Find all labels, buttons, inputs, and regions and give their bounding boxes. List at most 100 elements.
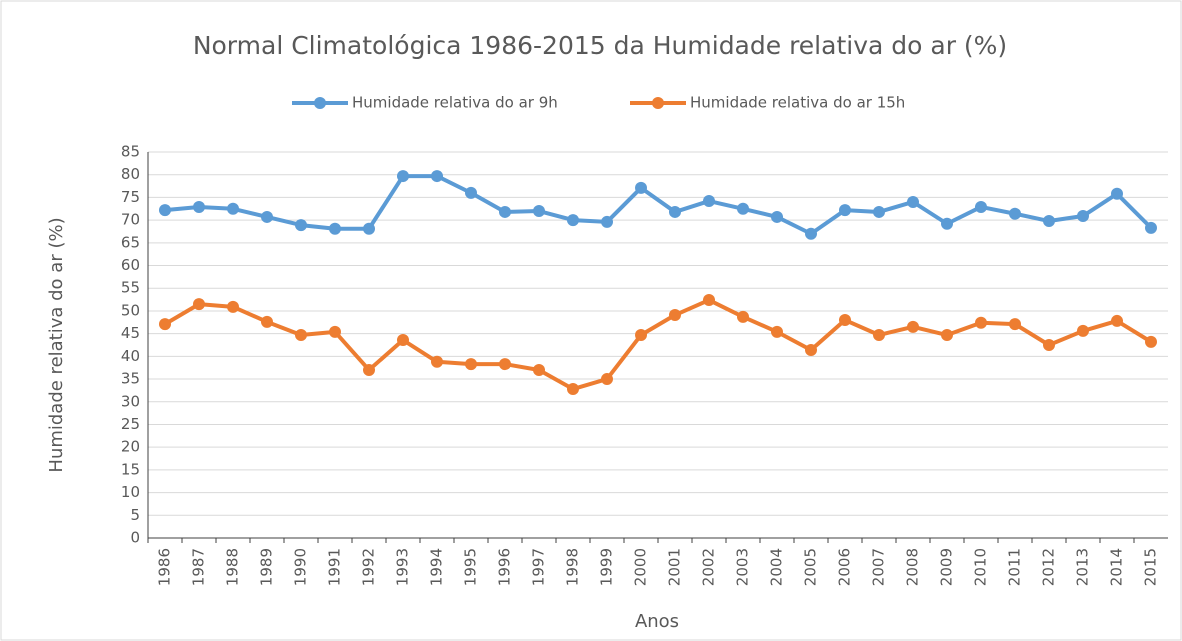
data-point xyxy=(941,329,953,342)
data-point xyxy=(261,210,273,223)
data-point xyxy=(159,204,171,217)
data-point xyxy=(703,195,715,208)
data-point xyxy=(635,329,647,342)
data-point xyxy=(839,314,851,327)
data-point xyxy=(771,210,783,223)
data-point xyxy=(567,214,579,227)
y-tick-label: 15 xyxy=(121,460,140,478)
y-tick-label: 25 xyxy=(121,415,140,433)
data-point xyxy=(261,315,273,328)
data-point xyxy=(397,334,409,347)
data-point xyxy=(907,195,919,208)
data-point xyxy=(363,363,375,376)
data-point xyxy=(941,217,953,230)
data-point xyxy=(567,383,579,396)
data-point xyxy=(601,373,613,386)
x-tick-label: 2004 xyxy=(768,548,786,586)
data-point xyxy=(533,205,545,218)
x-axis-label: Anos xyxy=(635,611,679,632)
chart-title: Normal Climatológica 1986-2015 da Humida… xyxy=(193,31,1007,60)
y-tick-label: 55 xyxy=(121,279,140,297)
x-tick-label: 1990 xyxy=(292,548,310,586)
data-point xyxy=(1077,210,1089,223)
data-point xyxy=(873,205,885,218)
x-tick-label: 1987 xyxy=(190,548,208,586)
data-point xyxy=(431,170,443,183)
legend-label: Humidade relativa do ar 15h xyxy=(690,94,905,112)
data-point xyxy=(1145,335,1157,348)
y-tick-label: 20 xyxy=(121,438,140,456)
data-point xyxy=(465,358,477,371)
y-tick-label: 75 xyxy=(121,188,140,206)
data-point xyxy=(737,202,749,215)
x-tick-label: 1986 xyxy=(156,548,174,586)
data-point xyxy=(1009,207,1021,220)
x-tick-label: 1993 xyxy=(394,548,412,586)
data-point xyxy=(1077,324,1089,337)
data-point xyxy=(363,222,375,235)
legend-marker xyxy=(652,97,664,109)
data-point xyxy=(295,329,307,342)
data-point xyxy=(533,363,545,376)
y-tick-label: 80 xyxy=(121,165,140,183)
data-point xyxy=(839,204,851,217)
data-point xyxy=(1145,221,1157,234)
data-point xyxy=(227,202,239,215)
data-point xyxy=(329,222,341,235)
data-point xyxy=(193,200,205,213)
x-tick-label: 2006 xyxy=(836,548,854,586)
data-point xyxy=(159,318,171,331)
data-point xyxy=(635,181,647,194)
y-tick-label: 0 xyxy=(130,529,140,547)
y-tick-label: 5 xyxy=(130,506,140,524)
data-point xyxy=(873,329,885,342)
x-tick-label: 2002 xyxy=(700,548,718,586)
data-point xyxy=(499,358,511,371)
legend-label: Humidade relativa do ar 9h xyxy=(352,94,558,112)
data-point xyxy=(465,186,477,199)
x-tick-label: 2000 xyxy=(632,548,650,586)
data-point xyxy=(601,215,613,228)
x-tick-label: 1988 xyxy=(224,548,242,586)
y-tick-label: 50 xyxy=(121,301,140,319)
x-tick-label: 2005 xyxy=(802,548,820,586)
y-tick-label: 85 xyxy=(121,143,140,161)
x-tick-label: 2001 xyxy=(666,548,684,586)
x-tick-label: 1998 xyxy=(564,548,582,586)
data-point xyxy=(397,170,409,183)
data-point xyxy=(975,316,987,329)
legend-marker xyxy=(314,97,326,109)
data-point xyxy=(499,205,511,218)
data-point xyxy=(805,343,817,356)
data-point xyxy=(703,294,715,307)
x-tick-label: 1997 xyxy=(530,548,548,586)
x-tick-label: 2012 xyxy=(1040,548,1058,586)
x-tick-label: 1995 xyxy=(462,548,480,586)
x-tick-label: 2010 xyxy=(972,548,990,586)
y-tick-label: 45 xyxy=(121,324,140,342)
x-tick-label: 2007 xyxy=(870,548,888,586)
y-tick-label: 10 xyxy=(121,483,140,501)
data-point xyxy=(1043,339,1055,351)
data-point xyxy=(805,227,817,240)
x-tick-label: 2015 xyxy=(1142,548,1160,586)
data-point xyxy=(771,325,783,338)
x-tick-label: 1999 xyxy=(598,548,616,586)
x-tick-label: 2014 xyxy=(1108,548,1126,586)
x-tick-label: 2008 xyxy=(904,548,922,586)
data-point xyxy=(193,298,205,311)
x-tick-label: 1992 xyxy=(360,548,378,586)
x-tick-label: 1994 xyxy=(428,548,446,586)
x-tick-label: 2013 xyxy=(1074,548,1092,586)
data-point xyxy=(975,200,987,213)
data-point xyxy=(431,355,443,368)
y-tick-label: 30 xyxy=(121,392,140,410)
y-tick-label: 70 xyxy=(121,211,140,229)
data-point xyxy=(295,219,307,232)
x-tick-label: 2011 xyxy=(1006,548,1024,586)
y-tick-label: 40 xyxy=(121,347,140,365)
data-point xyxy=(737,310,749,323)
y-axis-label: Humidade relativa do ar (%) xyxy=(46,217,67,472)
